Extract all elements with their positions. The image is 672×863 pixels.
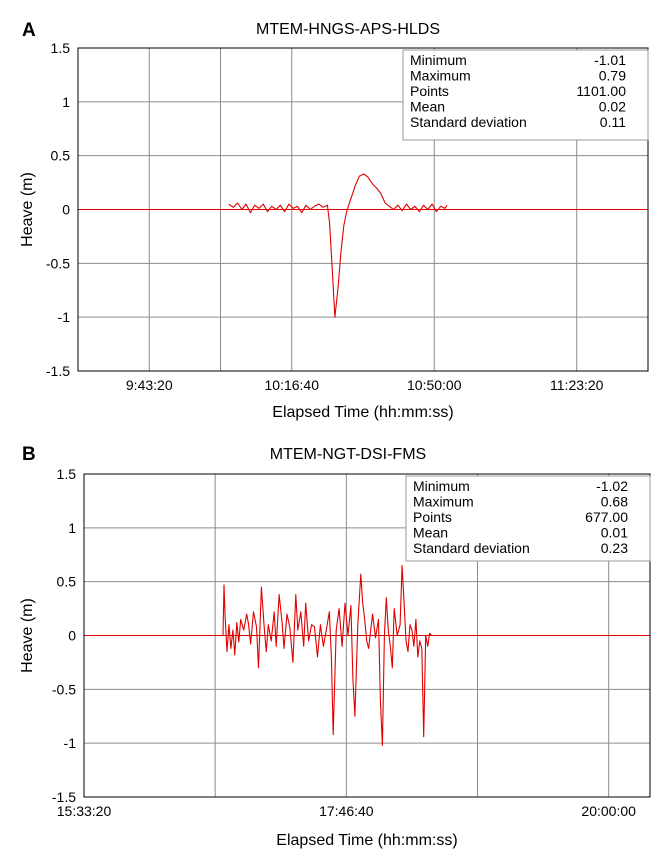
plot-frame [77, 47, 649, 372]
stat-label: Points [413, 509, 452, 525]
stat-value: 0.01 [601, 525, 628, 541]
stat-label: Minimum [410, 52, 467, 68]
heave-series-line [204, 564, 471, 746]
stat-label: Standard deviation [413, 540, 530, 556]
chart-panel-b: B MTEM-NGT-DSI-FMS 1.5 1 0.5 0 -0.5 -1 -1.515:33… [19, 444, 651, 849]
stat-label: Mean [413, 525, 448, 541]
y-tick-label: 0 [68, 628, 76, 644]
chart-panel-a: A MTEM-HNGS-APS-HLDS 1.5 1 0.5 0 -0.5 -1 -1.5 9:4… [19, 20, 649, 421]
y-tick-label: -0.5 [46, 255, 70, 271]
y-tick-label: 1.5 [51, 40, 71, 56]
y-tick-label: 1 [62, 94, 70, 110]
stat-value: 1101.00 [576, 83, 626, 99]
panel-label: B [22, 444, 36, 465]
y-tick-label: 0.5 [57, 574, 77, 590]
y-tick-label: 1.5 [57, 466, 77, 482]
y-tick-label: -0.5 [52, 681, 76, 697]
y-tick-label: -1.5 [52, 789, 76, 805]
stat-value: 677.00 [585, 509, 628, 525]
y-tick-label: -1 [64, 735, 77, 751]
heave-series-line [228, 173, 448, 318]
stat-value: 0.79 [599, 68, 626, 84]
stats-box [405, 475, 651, 562]
stat-label: Points [410, 83, 449, 99]
y-axis-title: Heave (m) [19, 598, 36, 673]
y-tick-label: -1 [58, 309, 71, 325]
chart-title: MTEM-HNGS-APS-HLDS [256, 21, 440, 38]
y-tick-label: -1.5 [46, 363, 70, 379]
panel-label: A [22, 20, 36, 41]
x-tick-label: 10:50:00 [407, 377, 462, 393]
stat-label: Maximum [413, 494, 474, 510]
stat-value: -1.01 [594, 52, 626, 68]
y-axis-title: Heave (m) [19, 172, 36, 247]
y-tick-label: 0.5 [51, 148, 71, 164]
x-tick-label: 17:46:40 [319, 803, 374, 819]
stat-label: Mean [410, 99, 445, 115]
stat-label: Minimum [413, 478, 470, 494]
x-tick-label: 9:43:20 [126, 377, 173, 393]
y-tick-label: 0 [62, 202, 70, 218]
stat-value: 0.11 [600, 114, 626, 130]
x-tick-label: 20:00:00 [581, 803, 636, 819]
stat-label: Standard deviation [410, 114, 527, 130]
x-tick-label: 11:23:20 [550, 377, 604, 393]
x-axis-title: Elapsed Time (hh:mm:ss) [272, 404, 453, 421]
y-tick-label: 1 [68, 520, 76, 536]
stat-value: 0.68 [601, 494, 628, 510]
x-tick-label: 15:33:20 [57, 803, 112, 819]
stat-value: -1.02 [596, 478, 628, 494]
stat-value: 0.02 [599, 99, 626, 115]
chart-title: MTEM-NGT-DSI-FMS [270, 446, 426, 463]
stat-value: 0.23 [601, 540, 628, 556]
plot-frame [83, 473, 651, 798]
x-axis-title: Elapsed Time (hh:mm:ss) [276, 832, 457, 849]
stat-label: Maximum [410, 68, 471, 84]
stats-box [402, 49, 649, 141]
x-tick-label: 10:16:40 [265, 377, 320, 393]
